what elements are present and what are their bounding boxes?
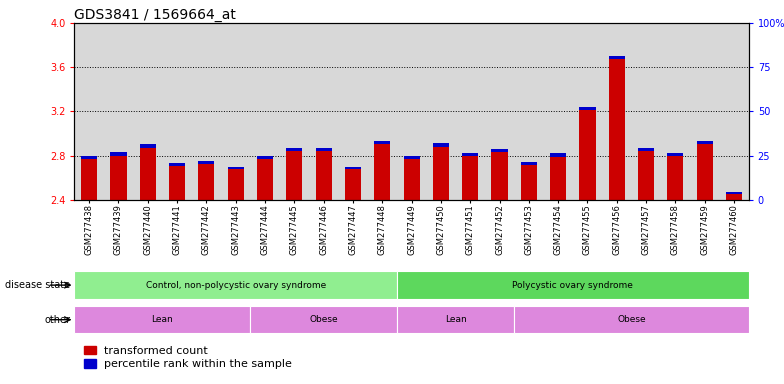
Bar <box>111 152 126 200</box>
Bar <box>608 56 625 200</box>
Bar <box>345 167 361 200</box>
Bar <box>697 141 713 200</box>
Bar <box>169 163 185 200</box>
Bar <box>374 141 390 144</box>
Text: other: other <box>45 314 71 325</box>
Bar <box>638 148 654 151</box>
Bar <box>433 143 449 147</box>
Bar <box>374 141 390 200</box>
Bar <box>550 153 566 200</box>
Bar <box>198 161 215 200</box>
Bar <box>250 306 397 333</box>
Bar <box>316 148 332 151</box>
Bar <box>286 148 303 151</box>
Bar <box>140 144 156 200</box>
Text: GDS3841 / 1569664_at: GDS3841 / 1569664_at <box>74 8 236 22</box>
Bar <box>667 153 684 200</box>
Bar <box>726 192 742 194</box>
Bar <box>404 156 419 159</box>
Bar <box>697 141 713 144</box>
Text: Polycystic ovary syndrome: Polycystic ovary syndrome <box>513 281 633 290</box>
Bar <box>74 271 397 299</box>
Bar <box>514 306 749 333</box>
Bar <box>521 162 537 200</box>
Text: Obese: Obese <box>617 315 646 324</box>
Bar <box>257 156 273 200</box>
Legend: transformed count, percentile rank within the sample: transformed count, percentile rank withi… <box>80 341 297 374</box>
Bar <box>257 156 273 159</box>
Bar <box>345 167 361 169</box>
Bar <box>608 56 625 60</box>
Bar <box>726 192 742 200</box>
Bar <box>169 163 185 166</box>
Bar <box>397 271 749 299</box>
Bar <box>81 156 97 200</box>
Bar <box>227 167 244 200</box>
Bar <box>462 153 478 156</box>
Bar <box>140 144 156 148</box>
Bar <box>316 148 332 200</box>
Bar <box>433 143 449 200</box>
Bar <box>227 167 244 169</box>
Bar <box>286 148 303 200</box>
Bar <box>638 148 654 200</box>
Text: Control, non-polycystic ovary syndrome: Control, non-polycystic ovary syndrome <box>146 281 326 290</box>
Text: disease state: disease state <box>5 280 71 290</box>
Bar <box>397 306 514 333</box>
Bar <box>550 153 566 157</box>
Text: Lean: Lean <box>151 315 173 324</box>
Bar <box>492 149 507 200</box>
Bar <box>81 156 97 159</box>
Bar <box>462 153 478 200</box>
Bar <box>521 162 537 165</box>
Text: Obese: Obese <box>310 315 338 324</box>
Bar <box>579 107 596 200</box>
Bar <box>111 152 126 156</box>
Text: Lean: Lean <box>445 315 466 324</box>
Bar <box>198 161 215 164</box>
Bar <box>579 107 596 110</box>
Bar <box>492 149 507 152</box>
Bar <box>667 153 684 156</box>
Bar <box>404 156 419 200</box>
Bar <box>74 306 250 333</box>
